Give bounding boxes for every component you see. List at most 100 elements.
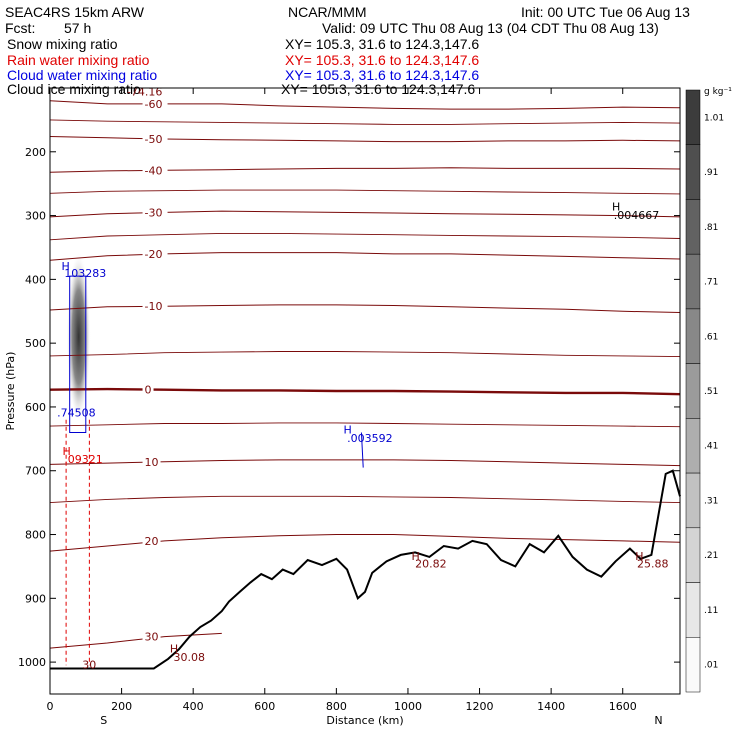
annotation: H — [61, 260, 69, 273]
isotherm-0 — [49, 387, 681, 396]
field-xy-cloud-ice: XY= 105.3, 31.6 to 124.3,147.6 — [281, 81, 476, 97]
colorbar-label: .61 — [704, 332, 718, 342]
x-tick-label: 800 — [326, 700, 347, 713]
y-tick-label: 700 — [25, 465, 46, 478]
isotherm-label-bg — [142, 97, 168, 110]
isotherm-label-bg — [142, 247, 168, 260]
y-tick-label: 1000 — [18, 656, 46, 669]
colorbar-segment — [685, 418, 701, 474]
isotherm-label-bg — [142, 383, 154, 396]
y-tick-label: 200 — [25, 146, 46, 159]
colorbar-segment — [685, 144, 701, 200]
axes: 0 200 400 600 800 1000 1200 1400 160020030040050… — [4, 87, 681, 727]
annotation: 30 — [82, 658, 96, 671]
colorbar-label: 1.01 — [704, 113, 724, 123]
x-tick-label: 1200 — [466, 700, 494, 713]
extra-contour-0 — [49, 351, 681, 358]
colorbar-segment — [685, 308, 701, 364]
annotation: H — [63, 445, 71, 458]
colorbar-label: .91 — [704, 168, 718, 178]
annotation: 103283 — [64, 267, 106, 280]
colorbar-segment — [685, 199, 701, 255]
isotherm-label--40: -40 — [145, 164, 163, 177]
colorbar-label: .51 — [704, 387, 718, 397]
colorbar-segment — [685, 527, 701, 583]
annotation: .74508 — [57, 407, 95, 420]
y-tick-label: 300 — [25, 210, 46, 223]
x-tick-label: 200 — [111, 700, 132, 713]
extra-contour-1 — [49, 422, 681, 428]
colorbar-label: .01 — [704, 661, 718, 671]
annotation: H — [635, 550, 643, 563]
end-label-right: N — [654, 714, 662, 727]
colorbar-label: .81 — [704, 223, 718, 233]
field-xy-rain: XY= 105.3, 31.6 to 124.3,147.6 — [285, 52, 480, 68]
moisture-contours — [65, 275, 364, 666]
additional-contours — [49, 119, 681, 504]
annotation: .003592 — [347, 432, 393, 445]
model-title: SEAC4RS 15km ARW — [5, 4, 145, 20]
annotation: 30.08 — [173, 651, 205, 664]
annotation: -74.16 — [127, 86, 162, 99]
y-tick-label: 400 — [25, 273, 46, 286]
isotherm-contours: -60 -50 -40 -30 -20 -10 0 10 20 30 — [49, 97, 681, 649]
colorbar-segment — [685, 582, 701, 638]
center-label: NCAR/MMM — [288, 4, 367, 20]
isotherm-label-bg — [142, 455, 161, 468]
x-axis-label: Distance (km) — [326, 714, 403, 727]
isotherm-30 — [49, 632, 222, 649]
colorbar-label: .71 — [704, 278, 718, 288]
x-tick-label: 1400 — [537, 700, 565, 713]
init-time: Init: 00 UTC Tue 06 Aug 13 — [521, 4, 690, 20]
colorbar-label: .41 — [704, 442, 718, 452]
x-tick-label: 0 — [47, 700, 54, 713]
annotation: H — [612, 200, 620, 213]
annotation: 20.82 — [415, 558, 447, 571]
annotation: 25.88 — [637, 558, 669, 571]
colorbar-segment — [685, 637, 701, 693]
x-tick-label: 600 — [254, 700, 275, 713]
extra-contour-4 — [49, 119, 681, 125]
isotherm-label-10: 10 — [145, 456, 159, 469]
isotherm-label-0: 0 — [145, 384, 152, 397]
isotherm-label-bg — [142, 630, 161, 643]
isotherm-label--60: -60 — [145, 98, 163, 111]
isotherm-label--30: -30 — [145, 206, 163, 219]
isotherm-label-bg — [142, 300, 168, 313]
plot-frame — [49, 87, 681, 695]
terrain-profile — [50, 469, 681, 670]
field-xy-snow: XY= 105.3, 31.6 to 124.3,147.6 — [285, 36, 480, 52]
annotation: H — [412, 550, 420, 563]
y-tick-label: 600 — [25, 401, 46, 414]
colorbar-unit: g kg⁻¹ — [704, 87, 732, 97]
field-name-snow: Snow mixing ratio — [7, 36, 118, 52]
colorbar: 1.01 .91 .81 .71 .61 .51 .41 .31 .21 .11 .01 g kg⁻¹ — [685, 87, 732, 693]
annotation: .09321 — [64, 453, 103, 466]
y-axis-label: Pressure (hPa) — [4, 352, 17, 431]
forecast-label: Fcst: — [5, 20, 36, 36]
x-tick-label: 400 — [183, 700, 204, 713]
x-tick-label: 1600 — [609, 700, 637, 713]
cloud-water-contour-mid — [360, 432, 364, 468]
y-tick-label: 800 — [25, 529, 46, 542]
colorbar-segment — [685, 363, 701, 419]
forecast-hours: 57 h — [64, 20, 92, 36]
isotherm-label-bg — [142, 133, 168, 146]
annotation: H — [170, 643, 178, 656]
field-name-rain: Rain water mixing ratio — [7, 52, 150, 68]
field-name-cloud-ice: Cloud ice mixing ratio — [7, 81, 141, 97]
terrain-line — [50, 469, 681, 670]
isotherm-label-30: 30 — [145, 631, 159, 644]
colorbar-segment — [685, 89, 701, 145]
end-label-left: S — [100, 714, 107, 727]
isotherm-label-bg — [142, 534, 161, 547]
cloud-water-contour — [69, 275, 87, 433]
annotation: H — [344, 424, 352, 437]
isotherm-label--50: -50 — [145, 133, 163, 146]
y-tick-label: 900 — [25, 592, 46, 605]
colorbar-segment — [685, 253, 701, 310]
x-tick-label: 1000 — [394, 700, 422, 713]
colorbar-label: .31 — [704, 496, 718, 506]
annotation: .004667 — [614, 209, 660, 222]
isotherm-label-20: 20 — [145, 535, 159, 548]
